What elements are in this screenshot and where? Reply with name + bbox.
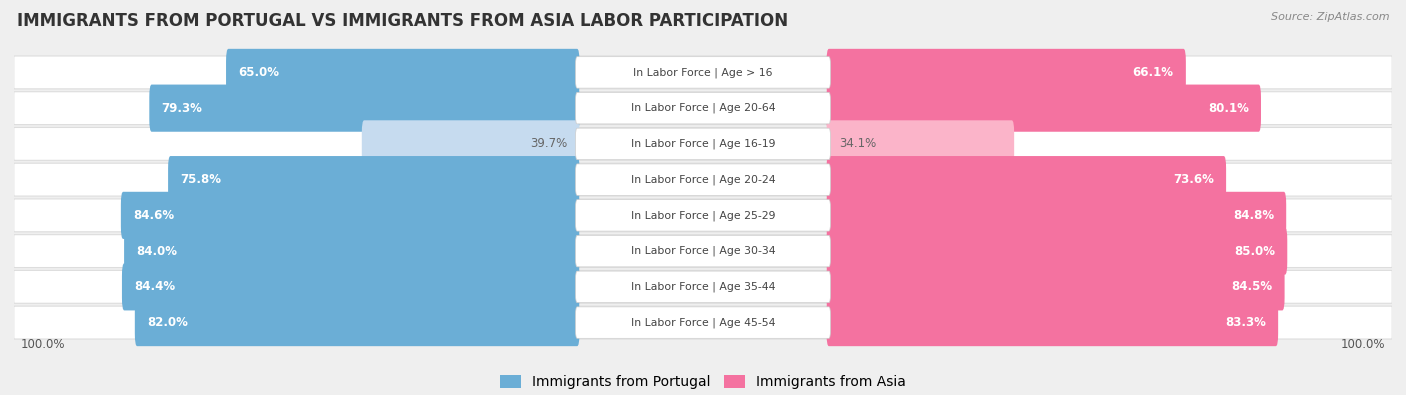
Text: 100.0%: 100.0%	[1341, 338, 1385, 351]
Text: In Labor Force | Age 25-29: In Labor Force | Age 25-29	[631, 210, 775, 221]
Text: 84.6%: 84.6%	[134, 209, 174, 222]
FancyBboxPatch shape	[14, 163, 1392, 196]
FancyBboxPatch shape	[14, 128, 1392, 160]
FancyBboxPatch shape	[575, 199, 831, 231]
Text: 39.7%: 39.7%	[530, 137, 567, 150]
Text: 84.8%: 84.8%	[1233, 209, 1274, 222]
FancyBboxPatch shape	[827, 228, 1288, 275]
FancyBboxPatch shape	[827, 192, 1286, 239]
FancyBboxPatch shape	[14, 235, 1392, 267]
FancyBboxPatch shape	[121, 192, 579, 239]
FancyBboxPatch shape	[827, 85, 1261, 132]
FancyBboxPatch shape	[575, 164, 831, 196]
Legend: Immigrants from Portugal, Immigrants from Asia: Immigrants from Portugal, Immigrants fro…	[495, 370, 911, 395]
FancyBboxPatch shape	[14, 92, 1392, 124]
Text: 100.0%: 100.0%	[21, 338, 65, 351]
Text: In Labor Force | Age 30-34: In Labor Force | Age 30-34	[631, 246, 775, 256]
Text: In Labor Force | Age 20-24: In Labor Force | Age 20-24	[631, 174, 775, 185]
FancyBboxPatch shape	[827, 120, 1014, 167]
FancyBboxPatch shape	[575, 271, 831, 303]
Text: 34.1%: 34.1%	[839, 137, 876, 150]
FancyBboxPatch shape	[14, 306, 1392, 339]
Text: 83.3%: 83.3%	[1225, 316, 1265, 329]
Text: In Labor Force | Age 45-54: In Labor Force | Age 45-54	[631, 317, 775, 328]
FancyBboxPatch shape	[575, 92, 831, 124]
FancyBboxPatch shape	[149, 85, 579, 132]
Text: In Labor Force | Age 20-64: In Labor Force | Age 20-64	[631, 103, 775, 113]
FancyBboxPatch shape	[827, 299, 1278, 346]
FancyBboxPatch shape	[122, 263, 579, 310]
FancyBboxPatch shape	[575, 57, 831, 88]
FancyBboxPatch shape	[14, 271, 1392, 303]
FancyBboxPatch shape	[14, 199, 1392, 232]
Text: In Labor Force | Age 35-44: In Labor Force | Age 35-44	[631, 282, 775, 292]
FancyBboxPatch shape	[14, 56, 1392, 89]
FancyBboxPatch shape	[226, 49, 579, 96]
FancyBboxPatch shape	[135, 299, 579, 346]
FancyBboxPatch shape	[575, 307, 831, 338]
Text: 82.0%: 82.0%	[148, 316, 188, 329]
Text: 79.3%: 79.3%	[162, 102, 202, 115]
FancyBboxPatch shape	[827, 263, 1285, 310]
FancyBboxPatch shape	[575, 128, 831, 160]
Text: 65.0%: 65.0%	[238, 66, 280, 79]
Text: 84.4%: 84.4%	[134, 280, 176, 293]
Text: 84.0%: 84.0%	[136, 245, 177, 258]
Text: In Labor Force | Age > 16: In Labor Force | Age > 16	[633, 67, 773, 78]
Text: 84.5%: 84.5%	[1232, 280, 1272, 293]
FancyBboxPatch shape	[827, 49, 1185, 96]
Text: 85.0%: 85.0%	[1234, 245, 1275, 258]
Text: IMMIGRANTS FROM PORTUGAL VS IMMIGRANTS FROM ASIA LABOR PARTICIPATION: IMMIGRANTS FROM PORTUGAL VS IMMIGRANTS F…	[17, 12, 787, 30]
FancyBboxPatch shape	[827, 156, 1226, 203]
Text: 80.1%: 80.1%	[1208, 102, 1249, 115]
Text: In Labor Force | Age 16-19: In Labor Force | Age 16-19	[631, 139, 775, 149]
FancyBboxPatch shape	[169, 156, 579, 203]
FancyBboxPatch shape	[575, 235, 831, 267]
Text: Source: ZipAtlas.com: Source: ZipAtlas.com	[1271, 12, 1389, 22]
Text: 73.6%: 73.6%	[1173, 173, 1213, 186]
Text: 75.8%: 75.8%	[180, 173, 221, 186]
Text: 66.1%: 66.1%	[1133, 66, 1174, 79]
FancyBboxPatch shape	[361, 120, 579, 167]
FancyBboxPatch shape	[124, 228, 579, 275]
